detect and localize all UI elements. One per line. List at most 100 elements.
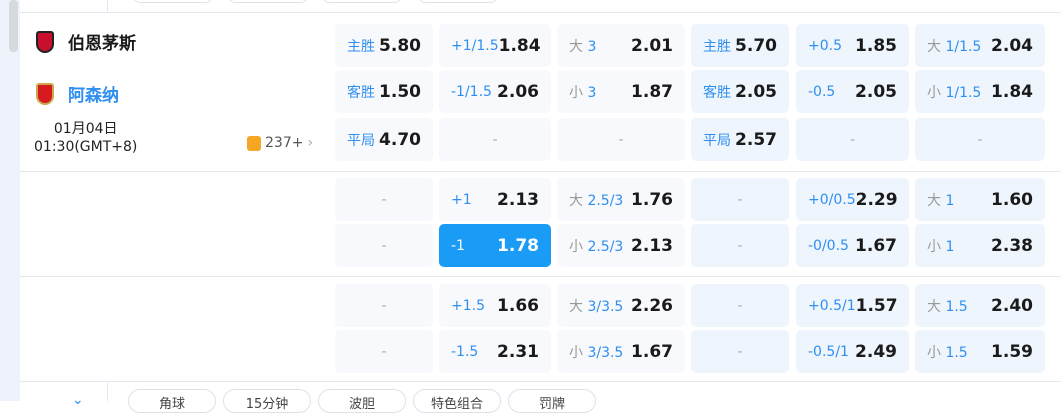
odds-cell[interactable]: 大 1.5 2.40 <box>915 284 1045 327</box>
odds-cell[interactable]: -1/1.5 2.06 <box>439 70 551 113</box>
odds-line: -0.5/1 <box>808 343 849 360</box>
odds-label: 小 1.5 <box>927 342 968 362</box>
odds-cell[interactable]: 大 2.5/3 1.76 <box>557 178 685 221</box>
odds-line: -1.5 <box>451 343 479 360</box>
odds-line: -1/1.5 <box>451 83 492 100</box>
odds-cell[interactable]: +0/0.5 2.29 <box>796 178 909 221</box>
odds-label: 小 3/3.5 <box>569 342 623 362</box>
odds-cell[interactable]: +1 2.13 <box>439 178 551 221</box>
odds-cell: - <box>335 178 433 221</box>
odds-value: 1.76 <box>631 189 673 210</box>
odds-line: 2.5/3 <box>587 238 624 255</box>
odds-cell[interactable]: 大 3 2.01 <box>557 24 685 67</box>
markets-icon <box>247 135 261 151</box>
top-tab[interactable] <box>418 0 498 3</box>
odds-prefix: 小 <box>927 238 941 255</box>
odds-cell[interactable]: 小 1/1.5 1.84 <box>915 70 1045 113</box>
odds-label: -1.5 <box>451 344 478 360</box>
bottom-tab[interactable]: 波胆 <box>318 389 406 413</box>
odds-label: +1/1.5 <box>451 38 499 54</box>
top-tab[interactable] <box>228 0 308 3</box>
odds-cell[interactable]: +1/1.5 1.84 <box>439 24 551 67</box>
odds-cell[interactable]: 小 2.5/3 2.13 <box>557 224 685 267</box>
top-tab[interactable] <box>133 0 213 3</box>
odds-cell[interactable]: -0.5/1 2.49 <box>796 330 909 373</box>
match-time: 01:30(GMT+8) <box>34 139 138 155</box>
divider <box>20 276 1061 277</box>
odds-line: 3 <box>587 84 597 101</box>
bottom-tab[interactable]: 角球 <box>128 389 216 413</box>
odds-label: 小 2.5/3 <box>569 236 623 256</box>
odds-value: 1.84 <box>991 81 1033 102</box>
odds-cell[interactable]: 平局 2.57 <box>691 118 789 161</box>
odds-cell[interactable]: -1.5 2.31 <box>439 330 551 373</box>
divider <box>20 12 1061 13</box>
odds-line: 主胜 <box>347 38 375 55</box>
odds-label: +0/0.5 <box>808 192 856 208</box>
odds-cell[interactable]: +1.5 1.66 <box>439 284 551 327</box>
odds-prefix: 小 <box>569 238 583 255</box>
odds-cell[interactable]: 大 1 1.60 <box>915 178 1045 221</box>
away-team[interactable]: 阿森纳 <box>36 81 119 106</box>
odds-cell[interactable]: 平局 4.70 <box>335 118 433 161</box>
odds-cell[interactable]: 小 3/3.5 1.67 <box>557 330 685 373</box>
odds-line: 1/1.5 <box>945 84 982 101</box>
home-team-name: 伯恩茅斯 <box>68 34 136 54</box>
odds-value: 2.06 <box>497 81 539 102</box>
odds-label: 小 3 <box>569 82 596 102</box>
odds-cell[interactable]: 小 1 2.38 <box>915 224 1045 267</box>
odds-line: 1.5 <box>945 344 968 361</box>
odds-line: -0/0.5 <box>808 237 849 254</box>
odds-cell: - <box>335 224 433 267</box>
odds-cell[interactable]: +0.5 1.85 <box>796 24 909 67</box>
odds-cell[interactable]: -1 1.78 <box>439 224 551 267</box>
odds-prefix: 大 <box>569 192 583 209</box>
scrollbar-thumb[interactable] <box>9 0 18 52</box>
odds-value: 2.26 <box>631 295 673 316</box>
divider <box>107 381 108 401</box>
odds-value: 1.78 <box>497 235 539 256</box>
home-team[interactable]: 伯恩茅斯 <box>36 29 136 54</box>
odds-line: -0.5 <box>808 83 836 100</box>
odds-value: 1.87 <box>631 81 673 102</box>
odds-label: +1 <box>451 192 472 208</box>
top-tab[interactable] <box>322 0 402 3</box>
markets-count: 237+ <box>265 135 304 151</box>
odds-cell[interactable]: 大 3/3.5 2.26 <box>557 284 685 327</box>
odds-cell[interactable]: -0/0.5 1.67 <box>796 224 909 267</box>
more-markets-link[interactable]: 237+ › <box>247 135 313 151</box>
odds-value: 2.01 <box>631 35 673 56</box>
odds-prefix: 小 <box>927 84 941 101</box>
odds-cell[interactable]: +0.5/1 1.57 <box>796 284 909 327</box>
odds-cell[interactable]: 客胜 2.05 <box>691 70 789 113</box>
odds-value: 1.67 <box>855 235 897 256</box>
chevron-right-icon: › <box>307 135 314 151</box>
arsenal-crest-icon <box>36 82 54 105</box>
bottom-tab[interactable]: 罚牌 <box>508 389 596 413</box>
odds-value: 2.05 <box>735 81 777 102</box>
odds-cell: - <box>691 224 789 267</box>
odds-cell[interactable]: -0.5 2.05 <box>796 70 909 113</box>
odds-value: 2.38 <box>991 235 1033 256</box>
odds-line: 客胜 <box>703 84 731 101</box>
odds-value: 2.13 <box>631 235 673 256</box>
bottom-tab[interactable]: 15分钟 <box>223 389 311 413</box>
chevron-down-icon[interactable]: ⌄ <box>72 392 84 408</box>
odds-cell[interactable]: 小 1.5 1.59 <box>915 330 1045 373</box>
odds-label: 大 3 <box>569 36 596 56</box>
odds-cell: - <box>557 118 685 161</box>
odds-cell[interactable]: 主胜 5.70 <box>691 24 789 67</box>
odds-cell[interactable]: 客胜 1.50 <box>335 70 433 113</box>
odds-cell[interactable]: 大 1/1.5 2.04 <box>915 24 1045 67</box>
odds-cell[interactable]: 小 3 1.87 <box>557 70 685 113</box>
odds-cell: - <box>691 178 789 221</box>
bottom-tab[interactable]: 特色组合 <box>413 389 501 413</box>
empty-odds: - <box>492 131 498 148</box>
empty-odds: - <box>737 237 743 254</box>
odds-line: 1 <box>945 238 955 255</box>
odds-line: +1 <box>451 191 472 208</box>
empty-odds: - <box>849 131 856 148</box>
odds-value: 2.31 <box>497 341 539 362</box>
odds-cell[interactable]: 主胜 5.80 <box>335 24 433 67</box>
left-sidebar <box>0 0 20 401</box>
